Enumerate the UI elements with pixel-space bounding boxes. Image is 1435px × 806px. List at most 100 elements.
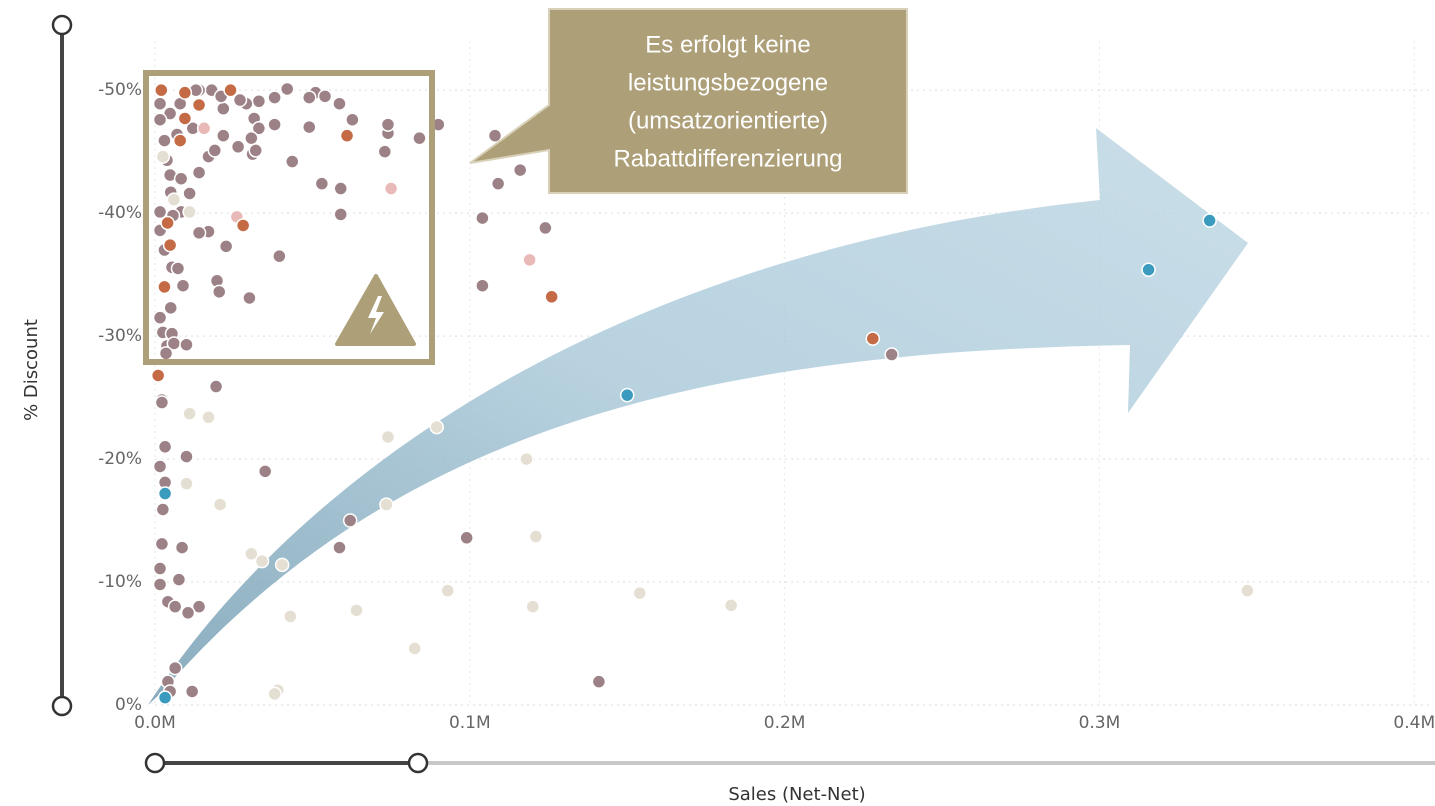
point (281, 82, 294, 95)
point (252, 95, 265, 108)
point (160, 347, 173, 360)
y-tick-label: -50% (98, 80, 142, 100)
point (224, 84, 237, 97)
point (155, 396, 168, 409)
point (334, 182, 347, 195)
callout-line: (umsatzorientierte) (628, 107, 828, 134)
point (249, 144, 262, 157)
y-tick-label: -20% (98, 449, 142, 469)
point (176, 541, 189, 554)
point (154, 311, 167, 324)
point (156, 503, 169, 516)
point (152, 369, 165, 382)
point (526, 600, 539, 613)
point (217, 129, 230, 142)
point (208, 144, 221, 157)
point (273, 250, 286, 263)
point (158, 280, 171, 293)
point (633, 587, 646, 600)
point (408, 642, 421, 655)
callout-line: Es erfolgt keine (645, 31, 810, 58)
point (155, 84, 168, 97)
point (1203, 214, 1216, 227)
point (174, 134, 187, 147)
point (178, 112, 191, 125)
point (268, 687, 281, 700)
point (476, 279, 489, 292)
y-tick-label: -10% (98, 572, 142, 592)
point (334, 208, 347, 221)
point (169, 600, 182, 613)
y-tick-label: -40% (98, 203, 142, 223)
point (523, 253, 536, 266)
y-slider[interactable] (53, 16, 71, 715)
point (154, 562, 167, 575)
point (178, 86, 191, 99)
point (725, 599, 738, 612)
point (159, 691, 172, 704)
point (156, 150, 169, 163)
point (193, 98, 206, 111)
point (172, 573, 185, 586)
point (621, 389, 634, 402)
point (303, 91, 316, 104)
point (217, 102, 230, 115)
point (333, 97, 346, 110)
point (175, 172, 188, 185)
point (161, 216, 174, 229)
point (413, 132, 426, 145)
point (286, 155, 299, 168)
point (1142, 263, 1155, 276)
point (237, 219, 250, 232)
point (169, 662, 182, 675)
point (520, 453, 533, 466)
point (183, 187, 196, 200)
point (186, 685, 199, 698)
point (268, 118, 281, 131)
point (159, 440, 172, 453)
point (333, 541, 346, 554)
x-slider[interactable] (146, 754, 1435, 772)
point (158, 134, 171, 147)
point (381, 118, 394, 131)
point (193, 166, 206, 179)
point (1241, 584, 1254, 597)
point (154, 460, 167, 473)
point (284, 610, 297, 623)
point (319, 90, 332, 103)
point (346, 113, 359, 126)
point (183, 407, 196, 420)
point (167, 193, 180, 206)
point (430, 421, 443, 434)
callout-line: leistungsbezogene (628, 69, 828, 96)
point (210, 380, 223, 393)
point (441, 584, 454, 597)
point (385, 182, 398, 195)
point (476, 212, 489, 225)
point (276, 558, 289, 571)
point (344, 514, 357, 527)
y-tick-label: -30% (98, 326, 142, 346)
point (341, 129, 354, 142)
point (171, 262, 184, 275)
point (183, 205, 196, 218)
point (268, 91, 281, 104)
y-tick-label: 0% (115, 695, 142, 715)
point (514, 164, 527, 177)
point (155, 537, 168, 550)
point (492, 177, 505, 190)
x-tick-label: 0.0M (134, 713, 176, 733)
point (154, 113, 167, 126)
point (256, 555, 269, 568)
point (460, 531, 473, 544)
x-tick-label: 0.1M (449, 713, 491, 733)
x-tick-label: 0.3M (1079, 713, 1121, 733)
point (164, 239, 177, 252)
point (180, 450, 193, 463)
point (529, 530, 542, 543)
point (243, 291, 256, 304)
point (154, 97, 167, 110)
callout-line: Rabattdifferenzierung (613, 145, 842, 172)
point (885, 348, 898, 361)
y-axis-label: % Discount (21, 319, 42, 421)
